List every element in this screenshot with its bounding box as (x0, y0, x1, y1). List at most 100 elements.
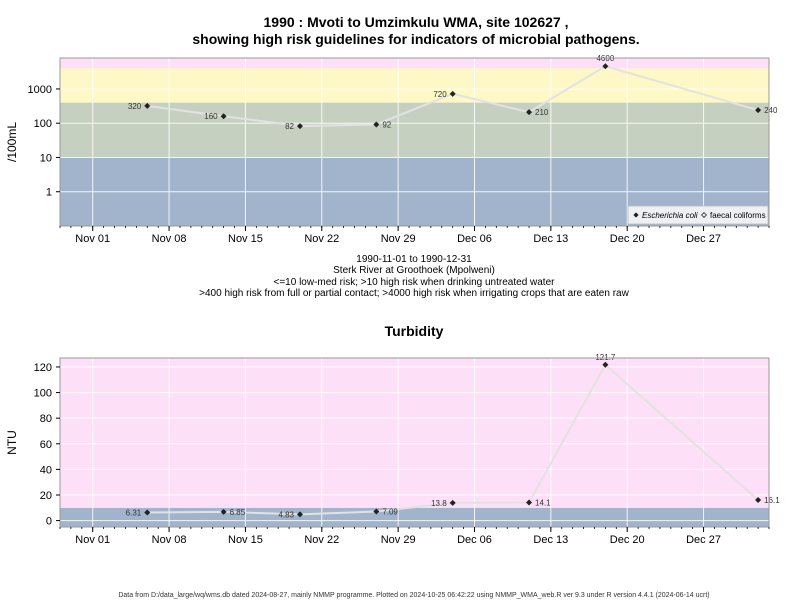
c1-xtick-label-7: Dec 20 (610, 233, 645, 245)
c2-point-6 (602, 361, 609, 368)
c2-data-label-0: 6.31 (126, 509, 142, 518)
c2-data-label-4: 13.8 (431, 499, 447, 508)
chart2-x-ticks: Nov 01 Nov 08 Nov 15 Nov 22 Nov 29 Dec 06 Dec … (59, 527, 770, 546)
c1-point-3 (373, 121, 380, 128)
c1-data-label-4: 720 (433, 90, 447, 99)
c2-xtick-label-6: Dec 13 (533, 534, 568, 546)
microbial-chart: 320 160 82 92 720 210 4600 240 1 10 100 1000 Nov 0… (5, 54, 778, 245)
c1-band-3 (60, 58, 769, 69)
chart1-plot-frame (59, 57, 770, 227)
chart1-y-axis-label: /100mL (5, 122, 19, 162)
chart2-y-ticks: 0 20 40 60 80 100 120 (34, 362, 60, 528)
c2-point-3 (373, 508, 380, 515)
c2-xtick-label-1: Nov 08 (152, 534, 187, 546)
c1-point-0 (144, 102, 151, 109)
c1-data-label-0: 320 (128, 102, 142, 111)
c2-xtick-label-7: Dec 20 (610, 534, 645, 546)
c2-xtick-label-5: Dec 06 (457, 534, 492, 546)
c2-data-label-1: 6.85 (230, 508, 246, 517)
c2-xtick-label-3: Nov 22 (304, 534, 339, 546)
c1-xtick-label-5: Dec 06 (457, 233, 492, 245)
c2-ytick-label-6: 120 (34, 362, 52, 374)
c1-xtick-label-0: Nov 01 (75, 233, 110, 245)
chart2-title: Turbidity (385, 323, 444, 339)
footer-note: Data from D:/data_large/wq/wms.db dated … (118, 592, 709, 599)
caption-site-name: Sterk River at Groothoek (Mpolweni) (333, 265, 495, 276)
c2-point-1 (220, 508, 227, 515)
c2-xtick-label-4: Nov 29 (381, 534, 416, 546)
legend-label-faecal-coliforms: faecal coliforms (710, 211, 766, 220)
caption-guideline-drinking: <=10 low-med risk; >10 high risk when dr… (274, 277, 556, 288)
c1-xtick-label-3: Nov 22 (304, 233, 339, 245)
chart1-x-ticks: Nov 01 Nov 08 Nov 15 Nov 22 Nov 29 Dec 06 Dec … (59, 226, 770, 245)
legend-marker-faecal-coliforms (701, 212, 707, 218)
c1-xtick-label-2: Nov 15 (228, 233, 263, 245)
c2-band-0 (60, 507, 769, 527)
c1-point-1 (220, 113, 227, 120)
c1-point-4 (449, 90, 456, 97)
c1-point-7 (755, 107, 762, 114)
chart2-grid (60, 358, 769, 527)
chart1-data-labels: 320 160 82 92 720 210 4600 240 (128, 54, 778, 131)
c2-point-7 (755, 496, 762, 503)
c2-point-0 (144, 509, 151, 516)
c1-data-label-3: 92 (382, 120, 391, 129)
c1-series-polyline (147, 65, 759, 128)
chart1-title-line2: showing high risk guidelines for indicat… (192, 31, 639, 47)
c1-data-label-1: 160 (204, 112, 218, 121)
c2-point-4 (449, 499, 456, 506)
chart1-title-line1: 1990 : Mvoti to Umzimkulu WMA, site 1026… (264, 14, 569, 30)
chart2-series-line (147, 363, 759, 516)
c1-ytick-label-3: 1000 (28, 84, 52, 96)
c1-ytick-label-2: 100 (34, 118, 52, 130)
chart2-y-axis-label: NTU (5, 430, 19, 455)
c1-xtick-label-1: Nov 08 (152, 233, 187, 245)
c2-point-5 (526, 499, 533, 506)
chart1-series-line (147, 65, 759, 128)
chart2-points (144, 361, 762, 518)
c2-data-label-3: 7.09 (382, 508, 398, 517)
c2-data-label-5: 14.1 (535, 499, 551, 508)
c2-xtick-label-2: Nov 15 (228, 534, 263, 546)
chart2-data-labels: 6.31 6.85 4.83 7.09 13.8 14.1 121.7 16.1 (126, 353, 781, 520)
chart2-risk-bands (60, 358, 769, 527)
c1-ytick-label-1: 10 (40, 152, 52, 164)
caption-guideline-contact: >400 high risk from full or partial cont… (199, 288, 629, 299)
c1-point-5 (526, 109, 533, 116)
c2-ytick-label-3: 60 (40, 439, 52, 451)
c1-data-label-2: 82 (285, 122, 294, 131)
c1-point-2 (296, 123, 303, 130)
c1-band-2 (60, 68, 769, 103)
c2-point-2 (296, 511, 303, 518)
c1-xtick-label-6: Dec 13 (533, 233, 568, 245)
turbidity-chart: 6.31 6.85 4.83 7.09 13.8 14.1 121.7 16.1 0 20 40 6… (5, 353, 780, 546)
c2-series-polyline (147, 363, 759, 516)
c2-data-label-7: 16.1 (764, 496, 780, 505)
c2-ytick-label-1: 20 (40, 490, 52, 502)
caption-date-range: 1990-11-01 to 1990-12-31 (356, 254, 472, 265)
c2-ytick-label-5: 100 (34, 388, 52, 400)
c1-ytick-label-0: 1 (46, 187, 52, 199)
legend-label-escherichia-coli: Escherichia coli (642, 211, 698, 220)
c1-data-label-5: 210 (535, 108, 549, 117)
c2-band-1 (60, 358, 769, 508)
c2-data-label-6: 121.7 (595, 353, 616, 362)
c2-data-label-2: 4.83 (278, 510, 294, 519)
chart1-points (144, 63, 762, 130)
c2-xtick-label-8: Dec 27 (686, 534, 721, 546)
c1-xtick-label-4: Nov 29 (381, 233, 416, 245)
chart1-grid (60, 58, 769, 226)
c1-data-label-7: 240 (764, 106, 778, 115)
chart1-legend: Escherichia coli faecal coliforms (627, 205, 769, 225)
chart1-y-ticks: 1 10 100 1000 (28, 84, 60, 199)
c2-ytick-label-0: 0 (46, 516, 52, 528)
chart2-plot-frame (59, 357, 770, 528)
legend-box (627, 205, 769, 225)
c1-band-1 (60, 102, 769, 158)
c2-xtick-label-0: Nov 01 (75, 534, 110, 546)
c2-ytick-label-4: 80 (40, 413, 52, 425)
c1-point-6 (602, 63, 609, 70)
c1-xtick-label-8: Dec 27 (686, 233, 721, 245)
c1-data-label-6: 4600 (596, 54, 614, 63)
